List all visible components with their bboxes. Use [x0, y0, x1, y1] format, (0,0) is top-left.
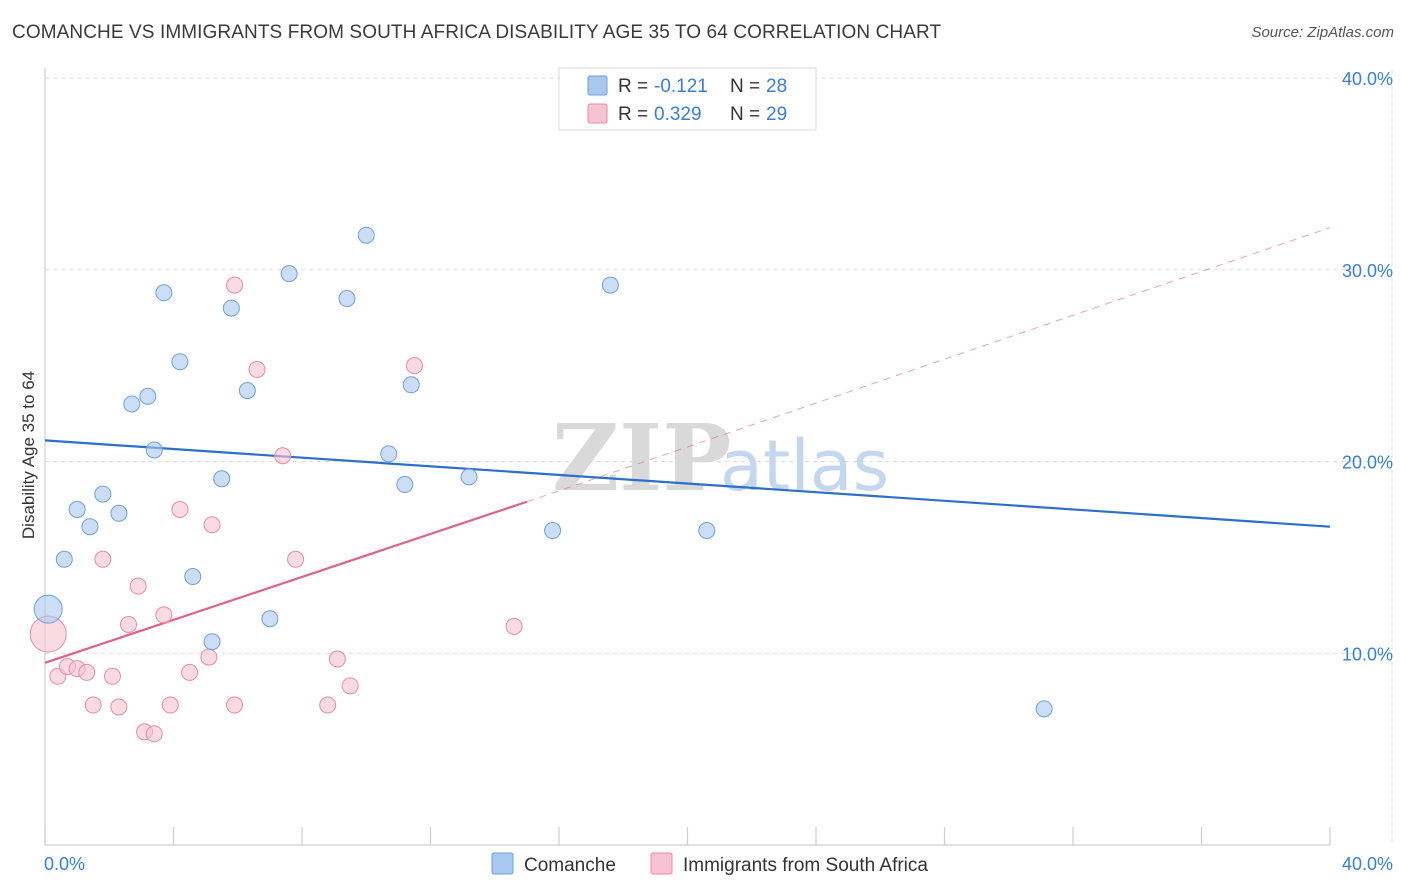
y-axis-label: Disability Age 35 to 64	[19, 371, 38, 539]
legend-swatch-south-africa	[587, 103, 608, 124]
y-tick-label-40: 40.0%	[1342, 69, 1393, 89]
y-tick-label-10: 10.0%	[1342, 644, 1393, 664]
point-south-africa-20	[226, 276, 244, 294]
bottom-legend-swatch-comanche	[491, 852, 514, 875]
point-comanche-8	[145, 441, 163, 459]
point-south-africa-27	[405, 357, 423, 375]
bottom-legend-label-comanche: Comanche	[524, 855, 616, 876]
point-comanche-3	[81, 518, 99, 536]
point-south-africa-28	[505, 617, 523, 635]
point-comanche-20	[380, 445, 398, 463]
point-comanche-6	[123, 395, 141, 413]
bottom-legend: Comanche Immigrants from South Africa	[491, 852, 928, 876]
y-tick-label-20: 20.0%	[1342, 453, 1393, 473]
point-comanche-27	[1035, 700, 1053, 718]
point-south-africa-22	[274, 447, 292, 465]
point-comanche-12	[203, 633, 221, 651]
point-south-africa-19	[226, 696, 244, 714]
legend-swatch-comanche	[587, 75, 608, 96]
trend-line-1	[44, 500, 528, 664]
trend-line-0	[44, 439, 1331, 528]
legend-r-value-comanche: -0.121	[654, 76, 708, 97]
point-south-africa-26	[341, 677, 359, 695]
point-south-africa-25	[328, 650, 346, 668]
axes: 10.0% 20.0% 30.0% 40.0% 0.0% 40.0%	[44, 68, 1393, 874]
legend: R = -0.121 N = 28 R = 0.329 N = 29	[558, 67, 817, 131]
watermark-zip: ZIP	[552, 404, 731, 512]
point-south-africa-23	[287, 550, 305, 568]
chart-title: COMANCHE VS IMMIGRANTS FROM SOUTH AFRICA…	[12, 22, 942, 43]
x-tick-label-min: 0.0%	[44, 854, 85, 874]
point-comanche-21	[396, 476, 414, 494]
point-comanche-2	[68, 500, 86, 518]
grid-lines	[45, 70, 1393, 845]
watermark-atlas: atlas	[720, 425, 889, 507]
point-comanche-10	[171, 353, 189, 371]
point-south-africa-18	[203, 516, 221, 534]
point-south-africa-10	[129, 577, 147, 595]
point-comanche-7	[139, 387, 157, 405]
point-comanche-24	[544, 522, 562, 540]
point-south-africa-24	[319, 696, 337, 714]
legend-r-label-comanche: R =	[618, 76, 648, 97]
legend-n-value-south-africa: 29	[766, 104, 787, 125]
point-comanche-5	[110, 504, 128, 522]
trend-line-extension-1	[526, 227, 1331, 503]
point-comanche-22	[402, 376, 420, 394]
legend-n-value-comanche: 28	[766, 76, 787, 97]
point-comanche-14	[222, 299, 240, 317]
point-south-africa-6	[94, 550, 112, 568]
point-comanche-1	[55, 550, 73, 568]
legend-r-label-south-africa: R =	[618, 104, 648, 125]
point-south-africa-13	[155, 606, 173, 624]
point-south-africa-21	[248, 360, 266, 378]
point-comanche-25	[601, 276, 619, 294]
point-comanche-26	[698, 522, 716, 540]
trend-lines	[44, 227, 1331, 664]
point-south-africa-15	[171, 500, 189, 518]
point-comanche-13	[213, 470, 231, 488]
point-south-africa-7	[103, 667, 121, 685]
data-points	[29, 226, 1053, 743]
legend-r-value-south-africa: 0.329	[654, 104, 702, 125]
point-comanche-9	[155, 284, 173, 302]
point-comanche-0	[33, 594, 63, 624]
point-south-africa-14	[161, 696, 179, 714]
point-south-africa-5	[84, 696, 102, 714]
legend-n-label-south-africa: N =	[730, 104, 760, 125]
point-south-africa-12	[145, 725, 163, 743]
point-south-africa-8	[110, 698, 128, 716]
point-comanche-18	[338, 290, 356, 308]
point-comanche-15	[238, 382, 256, 400]
point-comanche-19	[357, 226, 375, 244]
x-tick-label-max: 40.0%	[1342, 854, 1393, 874]
point-comanche-11	[184, 568, 202, 586]
point-comanche-16	[261, 610, 279, 628]
point-south-africa-16	[181, 663, 199, 681]
bottom-legend-swatch-south-africa	[650, 852, 673, 875]
chart-source: Source: ZipAtlas.com	[1251, 24, 1394, 41]
point-comanche-17	[280, 265, 298, 283]
point-comanche-4	[94, 485, 112, 503]
point-south-africa-9	[120, 615, 138, 633]
y-tick-label-30: 30.0%	[1342, 261, 1393, 281]
point-comanche-23	[460, 468, 478, 486]
bottom-legend-label-south-africa: Immigrants from South Africa	[683, 855, 928, 876]
point-south-africa-4	[78, 663, 96, 681]
legend-n-label-comanche: N =	[730, 76, 760, 97]
point-south-africa-17	[200, 648, 218, 666]
